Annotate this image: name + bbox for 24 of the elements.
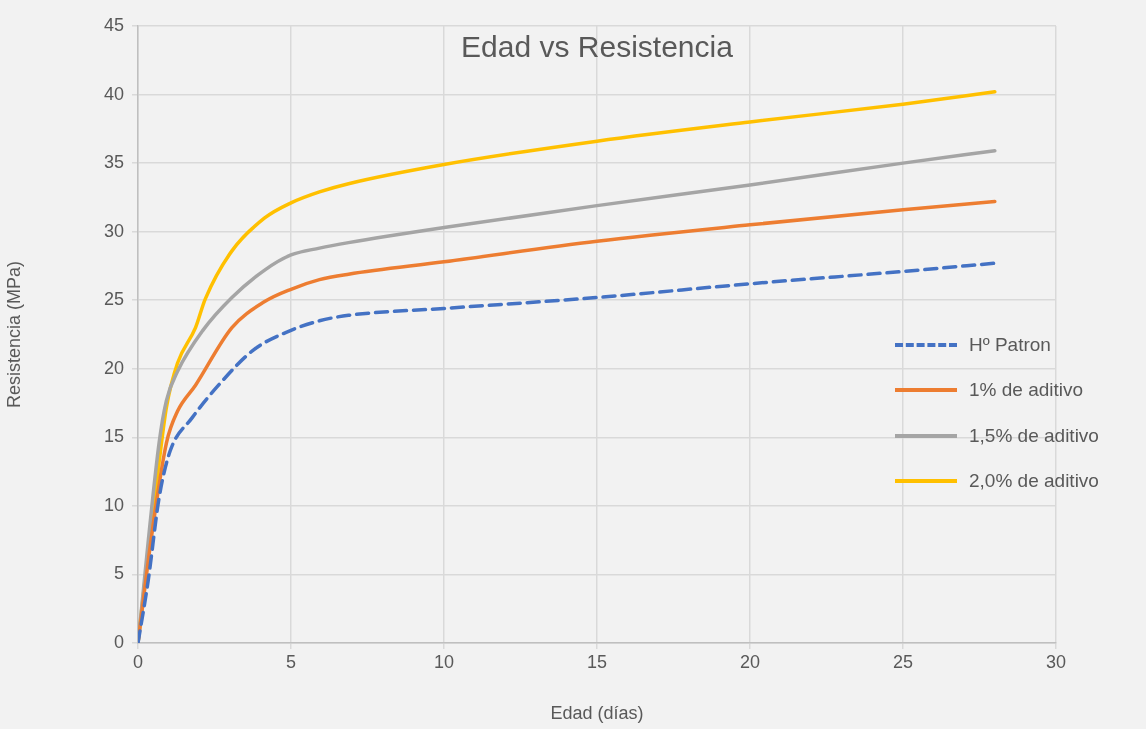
x-axis-title: Edad (días) (550, 703, 644, 724)
legend-label: 2,0% de aditivo (969, 470, 1099, 493)
chart-title: Edad vs Resistencia (460, 30, 734, 64)
x-tick-label: 10 (433, 651, 455, 672)
x-tick-label: 25 (892, 651, 914, 672)
x-tick-label: 20 (739, 651, 761, 672)
y-tick-label: 30 (103, 220, 124, 241)
legend-label: Hº Patron (969, 333, 1051, 356)
y-tick-label: 25 (103, 289, 124, 310)
y-tick-label: 35 (103, 152, 124, 173)
y-tick-label: 40 (103, 83, 124, 104)
y-axis-title: Resistencia (MPa) (3, 260, 24, 409)
y-tick-label: 0 (113, 631, 124, 652)
legend-label: 1% de aditivo (969, 379, 1084, 402)
y-tick-label: 20 (103, 357, 124, 378)
x-tick-label: 15 (586, 651, 608, 672)
y-tick-label: 15 (103, 426, 124, 447)
x-tick-label: 0 (132, 651, 144, 672)
x-tick-label: 30 (1045, 651, 1067, 672)
y-tick-label: 10 (103, 494, 124, 515)
y-tick-label: 5 (113, 563, 124, 584)
x-tick-label: 5 (285, 651, 297, 672)
legend-label: 1,5% de aditivo (969, 424, 1099, 447)
y-tick-label: 45 (103, 14, 124, 35)
